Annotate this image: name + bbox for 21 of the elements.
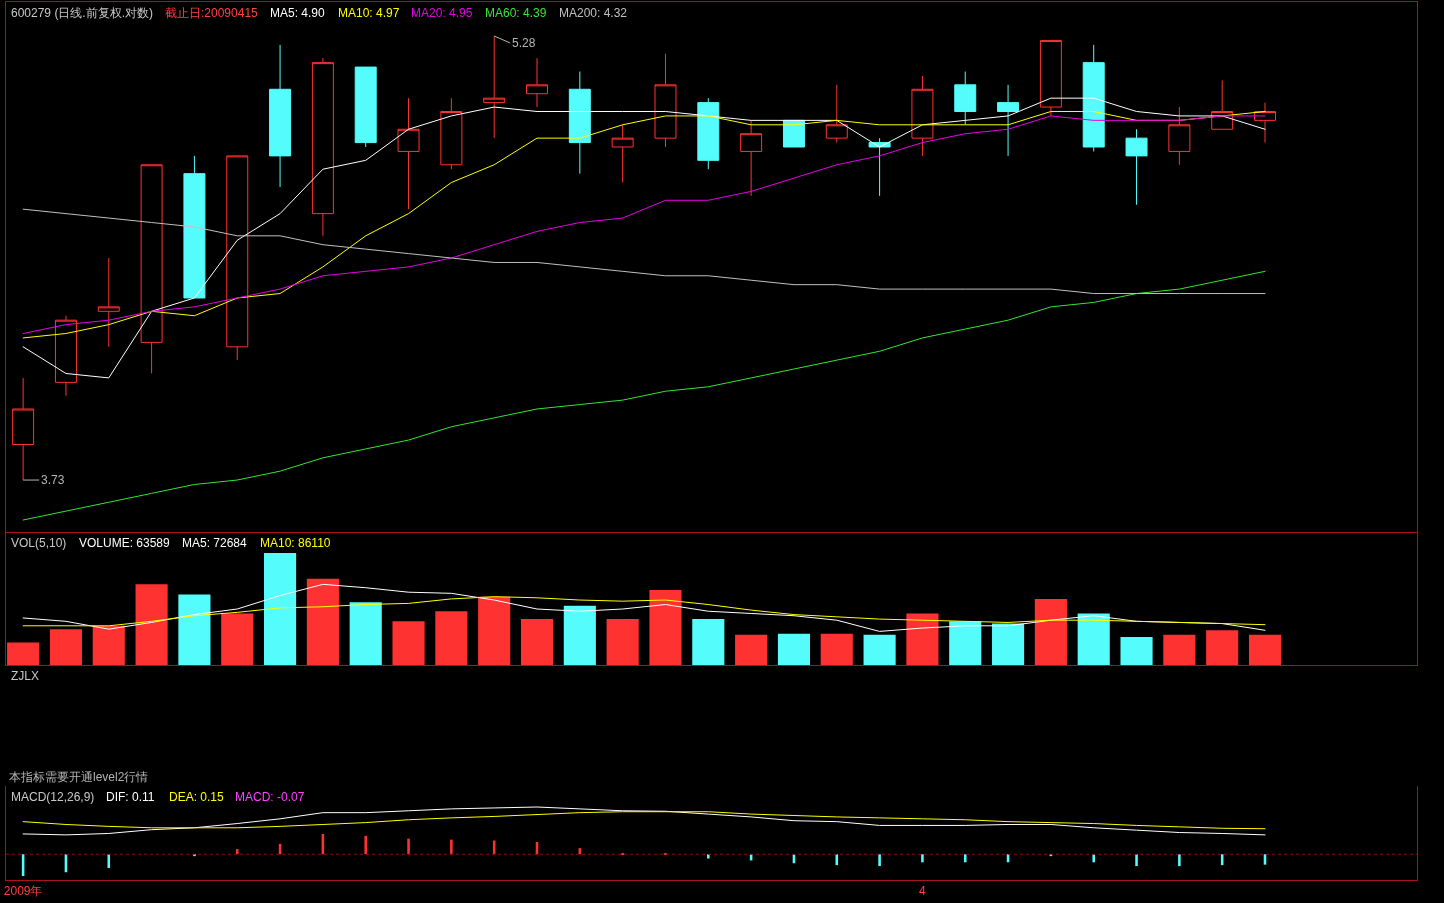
chart-title: MACD(12,26,9)	[11, 790, 95, 804]
annotation: 3.73	[41, 473, 65, 487]
chart-subtitle: VOLUME: 63589	[79, 536, 171, 550]
text: 本指标需要开通level2行情	[9, 770, 149, 784]
chart-title: VOL(5,10)	[11, 536, 67, 550]
series-label: DEA: 0.15	[169, 790, 225, 804]
text: MA5: 4.90	[270, 6, 326, 20]
text: MACD: -0.07	[235, 790, 305, 804]
chart-subtitle: 截止日:20090415	[165, 6, 259, 20]
text: ZJLX	[11, 669, 40, 683]
text: DIF: 0.11	[106, 790, 155, 804]
x-tick-label: 2009年	[3, 884, 43, 899]
text: MA20: 4.95	[411, 6, 473, 20]
chart-title: 600279 (日线.前复权.对数)	[11, 6, 154, 20]
text: MA10: 4.97	[338, 6, 400, 20]
text: MA5: 72684	[182, 536, 248, 550]
x-tick-label: 4	[919, 884, 927, 899]
text: MA200: 4.32	[559, 6, 628, 20]
text: MA10: 86110	[260, 536, 331, 550]
annotation: 5.28	[512, 36, 536, 50]
text: MA60: 4.39	[485, 6, 547, 20]
